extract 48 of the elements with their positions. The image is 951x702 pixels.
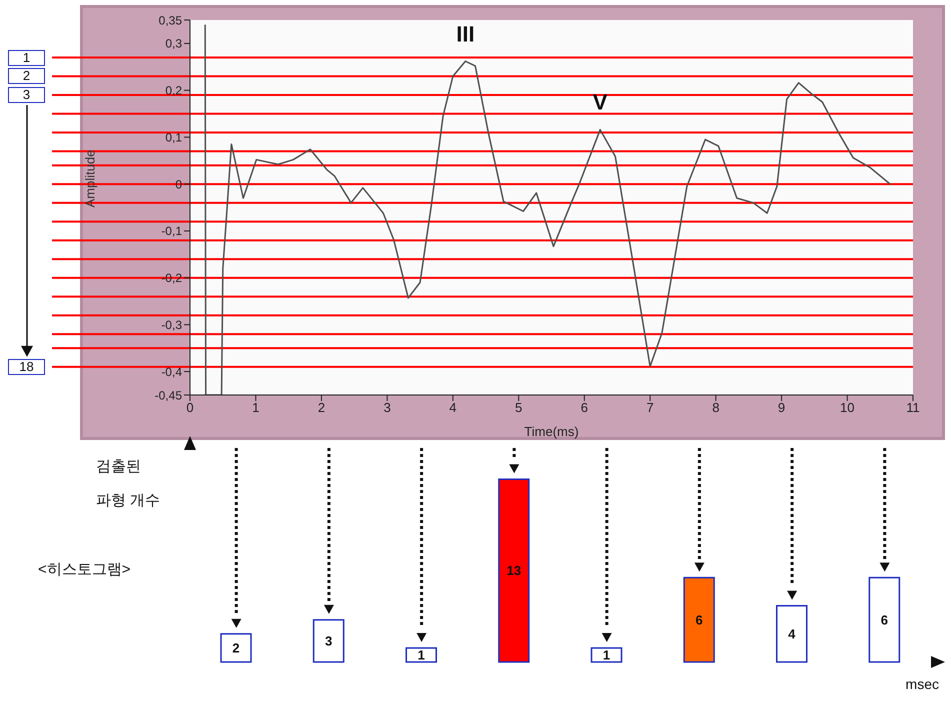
y-tick-label: -0,1	[161, 224, 182, 238]
data-label: 6	[696, 612, 703, 628]
y-tick-label: 0,35	[158, 13, 182, 28]
text: 18	[8, 358, 45, 375]
data-label: 3	[325, 634, 332, 649]
x-tick-label: 8	[712, 400, 720, 416]
text: 1	[8, 50, 45, 66]
bar	[498, 478, 530, 663]
bar	[868, 576, 900, 663]
bar	[683, 576, 715, 663]
annotation: III	[456, 21, 475, 46]
text: <히스토그램>	[38, 560, 131, 579]
y-tick-label: -0,4	[161, 364, 182, 379]
y-tick-label: -0,3	[161, 318, 182, 332]
data-label: 13	[506, 563, 522, 578]
y-tick-label: 0,2	[165, 84, 182, 98]
y-axis-title: Amplitude	[82, 150, 98, 208]
x-tick-label: 10	[840, 400, 855, 416]
x-tick-label: 9	[778, 400, 786, 416]
line-series	[204, 24, 892, 395]
y-tick-label: 0,1	[165, 130, 182, 144]
y-tick-label: 0,3	[165, 36, 182, 51]
bar	[776, 605, 808, 663]
bar	[590, 647, 622, 663]
x-tick-label: 1	[252, 400, 260, 416]
x-tick-label: 5	[515, 400, 522, 416]
x-tick-label: 3	[384, 400, 391, 416]
data-label: 4	[788, 626, 796, 642]
bar	[312, 619, 344, 663]
x-axis-title: Time(ms)	[524, 424, 579, 439]
y-tick-label: -0,45	[154, 388, 182, 402]
x-tick-label: 4	[449, 400, 457, 416]
text: 2	[8, 68, 45, 84]
y-axis-title: 검출된 파형 개수	[96, 457, 160, 511]
text: 3	[8, 87, 45, 103]
data-label: 6	[880, 612, 888, 628]
data-label: 1	[418, 648, 425, 663]
bar	[406, 647, 437, 663]
x-tick-label: 6	[580, 400, 588, 416]
x-tick-label: 0	[186, 400, 194, 416]
x-axis-title: msec	[906, 676, 939, 692]
x-tick-label: 11	[906, 400, 920, 416]
x-tick-label: 2	[318, 400, 326, 416]
data-label: 1	[602, 648, 610, 663]
bar	[220, 633, 252, 663]
annotation: V	[592, 90, 608, 115]
x-tick-label: 7	[646, 400, 654, 416]
data-label: 2	[232, 640, 240, 656]
